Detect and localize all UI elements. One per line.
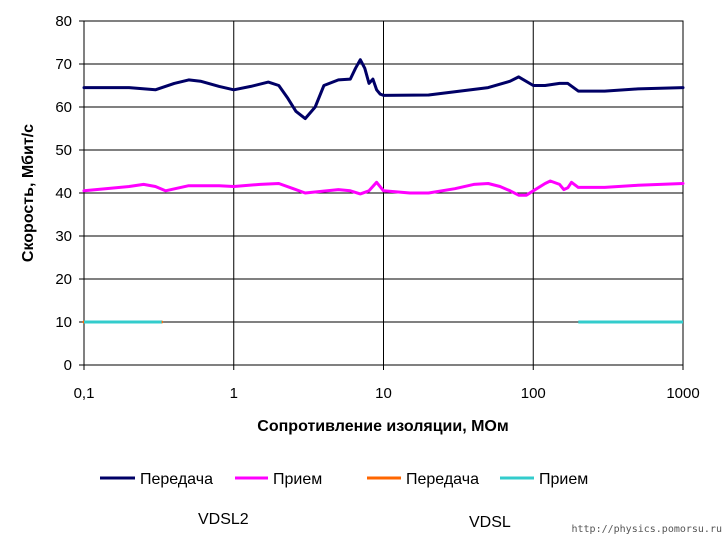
x-tick-label: 1000 bbox=[666, 385, 699, 402]
y-tick-label: 80 bbox=[55, 13, 72, 30]
y-axis-title: Скорость, Мбит/с bbox=[20, 124, 37, 262]
legend-label-series-3: Передача bbox=[406, 471, 479, 488]
legend-label-series-1: Передача bbox=[140, 471, 213, 488]
legend-label-series-4: Прием bbox=[539, 471, 588, 488]
y-tick-label: 40 bbox=[55, 185, 72, 202]
y-tick-label: 60 bbox=[55, 99, 72, 116]
y-tick-label: 30 bbox=[55, 228, 72, 245]
series-lines bbox=[82, 58, 685, 324]
y-tick-label: 10 bbox=[55, 314, 72, 331]
group-label-vdsl: VDSL bbox=[469, 514, 511, 531]
x-axis-title: Сопротивление изоляции, МОм bbox=[257, 418, 508, 435]
y-tick-label: 70 bbox=[55, 56, 72, 73]
x-tick-label: 0,1 bbox=[74, 385, 95, 402]
series-1-line bbox=[82, 58, 685, 121]
x-axis-ticks: 0,1 1 10 100 1000 bbox=[74, 365, 700, 402]
watermark: http://physics.pomorsu.ru bbox=[571, 524, 722, 535]
series-1 bbox=[82, 58, 685, 121]
y-tick-label: 0 bbox=[64, 357, 72, 374]
y-tick-label: 50 bbox=[55, 142, 72, 159]
grid bbox=[83, 20, 684, 366]
series-2-line bbox=[82, 179, 685, 197]
group-label-vdsl2: VDSL2 bbox=[198, 511, 249, 528]
x-tick-label: 1 bbox=[230, 385, 238, 402]
y-tick-label: 20 bbox=[55, 271, 72, 288]
x-tick-label: 10 bbox=[375, 385, 392, 402]
legend-label-series-2: Прием bbox=[273, 471, 322, 488]
legend: Передача Прием Передача Прием bbox=[100, 471, 588, 488]
x-tick-label: 100 bbox=[521, 385, 546, 402]
y-axis-ticks: 0 10 20 30 40 50 60 70 80 bbox=[55, 13, 84, 374]
series-2 bbox=[82, 179, 685, 197]
